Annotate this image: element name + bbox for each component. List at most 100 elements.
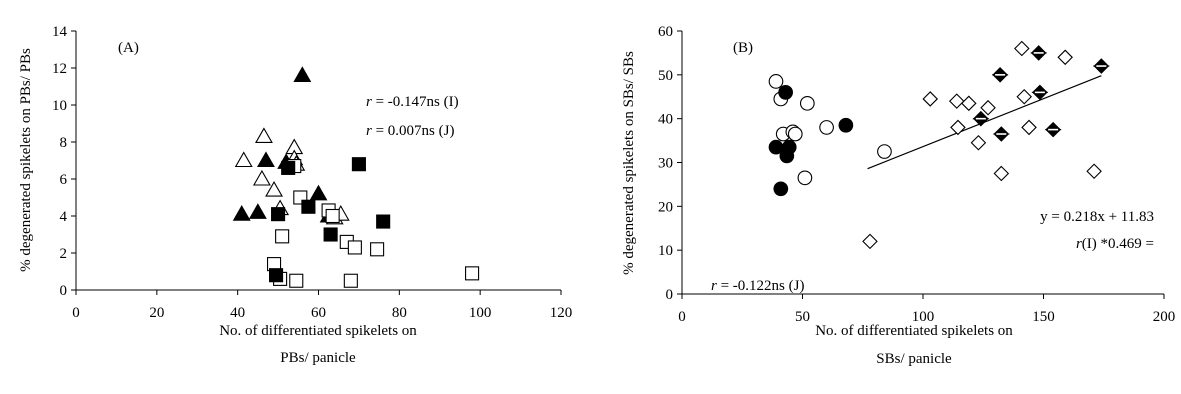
- panel-a-data-point: [248, 203, 267, 219]
- panel-b-data-point: [970, 134, 987, 151]
- panel-b-series-diamond-half: [972, 45, 1110, 142]
- panel-a-data-point: [323, 227, 338, 242]
- panel-b-data-point: [948, 93, 965, 109]
- panel-b-annotation-text: = -0.122ns (J): [717, 278, 805, 294]
- panel-b-scatter-chart: 0 10 20 30 40 50 60 0 50 100 150 200 No. of differen…: [621, 24, 1175, 367]
- panel-b-data-point: [778, 85, 793, 100]
- panel-b-data-point: [1086, 163, 1102, 180]
- panel-b-data-point: [1016, 88, 1032, 105]
- panel-b-data-point-top-half: [1030, 45, 1048, 54]
- panel-b-data-point-top-half: [991, 67, 1009, 76]
- panel-a-series-square-filled: [269, 157, 391, 283]
- panel-a-x-tick-label: 0: [72, 305, 80, 321]
- panel-b-data-point-bottom-half: [1030, 52, 1048, 61]
- panel-a-annotation-r-symbol: r: [366, 94, 372, 110]
- panel-b-data-point-bottom-half: [991, 74, 1009, 83]
- panel-b-data-point: [1093, 58, 1110, 74]
- panel-b-data-point: [819, 120, 834, 135]
- panel-b-series-diamond-open: [862, 40, 1102, 250]
- panel-b-data-point: [1044, 121, 1062, 138]
- panel-a-x-tick-label: 80: [392, 305, 407, 321]
- panel-b-data-point: [1021, 119, 1037, 136]
- panel-b-x-axis-label: SBs/ panicle: [876, 351, 952, 367]
- panel-b-y-tick-label: 20: [658, 199, 673, 215]
- panel-a-annotation-text: = -0.147ns (I): [372, 94, 459, 110]
- panel-a-data-point: [465, 266, 480, 281]
- panel-a-y-tick-label: 0: [60, 283, 68, 299]
- panel-b-data-point: [991, 67, 1009, 83]
- panel-b-annotation: y = 0.218x + 11.83: [1040, 209, 1154, 225]
- panel-b-x-tick-label: 0: [678, 309, 686, 325]
- panel-b-data-point: [781, 139, 797, 155]
- panel-a-y-tick-label: 12: [52, 61, 67, 77]
- panel-b-y-tick-label: 40: [658, 112, 673, 128]
- panel-a-series-triangle-filled: [232, 66, 338, 223]
- panel-a-data-point: [347, 240, 362, 255]
- panel-a-x-axis-label: PBs/ panicle: [280, 350, 356, 366]
- panel-b-y-tick-label: 30: [658, 156, 673, 172]
- panel-a-annotation-text: = 0.007ns (J): [372, 123, 455, 139]
- panel-b-x-axis-label: No. of differentiated spikelets on: [815, 323, 1013, 339]
- panel-b-y-tick-label: 50: [658, 68, 673, 84]
- panel-a-data-point: [343, 273, 358, 288]
- panel-a-data-point: [289, 273, 304, 288]
- panel-b-annotation: r(I) *0.469 =: [1076, 236, 1154, 252]
- panel-b-data-point-bottom-half: [992, 133, 1010, 142]
- panel-b-annotation-text: (I) *0.469 =: [1082, 236, 1154, 252]
- panel-a-data-point: [301, 199, 316, 214]
- panel-a-data-point: [281, 160, 296, 175]
- panel-a-y-axis-label: % degenerated spikelets on PBs/ PBs: [18, 48, 34, 272]
- panel-b-data-point: [922, 91, 939, 107]
- panel-a-x-axis-label: No. of differentiated spikelets on: [219, 323, 417, 339]
- panel-b-data-point: [877, 144, 892, 159]
- panel-a-data-point: [271, 207, 286, 222]
- panel-b-data-point: [787, 126, 803, 142]
- panel-a-data-point: [254, 127, 273, 143]
- panel-b-data-point-top-half: [1093, 58, 1110, 67]
- panel-a-data-point: [376, 214, 391, 229]
- panel-a-x-tick-label: 120: [550, 305, 573, 321]
- panel-a-annotation: r = -0.147ns (I): [366, 94, 459, 110]
- panel-b-x-tick-label: 150: [1032, 309, 1055, 325]
- panel-b-data-point: [797, 170, 813, 186]
- panel-a-y-tick-label: 4: [60, 209, 68, 225]
- panel-a-data-point: [370, 242, 385, 257]
- panel-b-y-tick-label: 0: [666, 287, 674, 303]
- panel-b-annotation: r = -0.122ns (J): [711, 278, 804, 294]
- panel-a-data-point: [351, 157, 366, 172]
- panel-a-data-point: [309, 184, 328, 201]
- panel-b-data-point: [993, 165, 1010, 182]
- panel-b-data-point: [961, 95, 977, 112]
- panel-a-annotation-r-symbol: r: [366, 123, 372, 139]
- panel-b-data-point: [1014, 40, 1030, 57]
- panel-b-data-point-top-half: [1044, 121, 1062, 131]
- panel-a-x-tick-label: 60: [311, 305, 326, 321]
- panel-a-x-tick-label: 20: [149, 305, 164, 321]
- panel-b-x-tick-label: 200: [1153, 309, 1176, 325]
- panel-b-data-point: [773, 181, 789, 197]
- panel-a-y-tick-label: 2: [60, 246, 68, 262]
- panel-b-data-point: [980, 99, 996, 116]
- panel-b-data-point-bottom-half: [1044, 129, 1062, 138]
- panel-b-data-point: [862, 233, 878, 250]
- panel-a-data-point: [234, 151, 253, 168]
- panel-a-x-tick-label: 40: [230, 305, 245, 321]
- panel-b-y-axis-label: % degenerated spikelets on SBs/ SBs: [621, 51, 637, 275]
- panel-a-data-point: [265, 180, 283, 197]
- panel-a-data-point: [325, 208, 340, 224]
- panel-a-data-point: [269, 268, 284, 283]
- panel-a-x-tick-label: 100: [469, 305, 492, 321]
- panel-a-data-point: [275, 229, 290, 244]
- panel-b-x-tick-label: 100: [912, 309, 935, 325]
- panel-b-data-point-bottom-half: [1093, 65, 1110, 74]
- panel-b-data-point: [992, 126, 1010, 142]
- panel-b-series-circle-open: [768, 74, 892, 186]
- panel-a-data-point: [257, 151, 275, 168]
- panel-a-annotation: r = 0.007ns (J): [366, 123, 454, 139]
- panel-b-data-point: [1057, 49, 1073, 66]
- panel-b-data-point: [768, 74, 784, 89]
- panel-b-y-tick-label: 10: [658, 243, 673, 259]
- panel-b-panel-label: (B): [733, 40, 753, 56]
- panel-b-y-tick-label: 60: [658, 24, 673, 40]
- panel-a-data-point: [232, 205, 251, 221]
